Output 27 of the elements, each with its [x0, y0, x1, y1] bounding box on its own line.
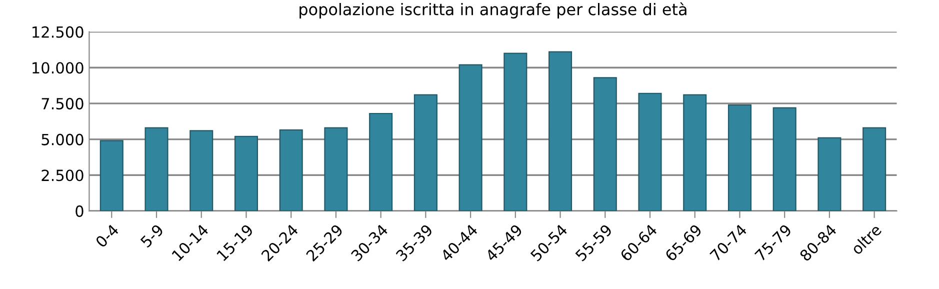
bar — [279, 129, 303, 211]
bar — [772, 107, 796, 211]
bar — [638, 92, 662, 211]
y-tick-label: 2.500 — [42, 170, 84, 182]
bar — [593, 77, 617, 211]
y-tick-label: 10.000 — [32, 62, 84, 74]
y-tick-label: 12.500 — [32, 26, 84, 38]
bar — [190, 130, 214, 211]
bar — [100, 140, 124, 211]
bar — [862, 127, 886, 211]
chart-title: popolazione iscritta in anagrafe per classe di età — [300, 2, 686, 18]
x-tick-label: 0-4 — [94, 224, 120, 248]
y-tick-label: 7.500 — [42, 98, 84, 110]
bar — [458, 64, 482, 211]
y-tick-label: 5.000 — [42, 134, 84, 146]
bar — [234, 136, 258, 211]
y-tick-label: 0 — [76, 205, 84, 217]
bar — [818, 137, 842, 211]
bar — [324, 127, 348, 211]
bar — [504, 52, 528, 211]
bar — [144, 127, 168, 211]
bar — [369, 112, 393, 211]
bar — [548, 51, 572, 211]
bar — [683, 94, 707, 211]
x-tick-label: 5-9 — [140, 224, 164, 248]
bar — [414, 94, 438, 211]
bar — [728, 104, 752, 211]
